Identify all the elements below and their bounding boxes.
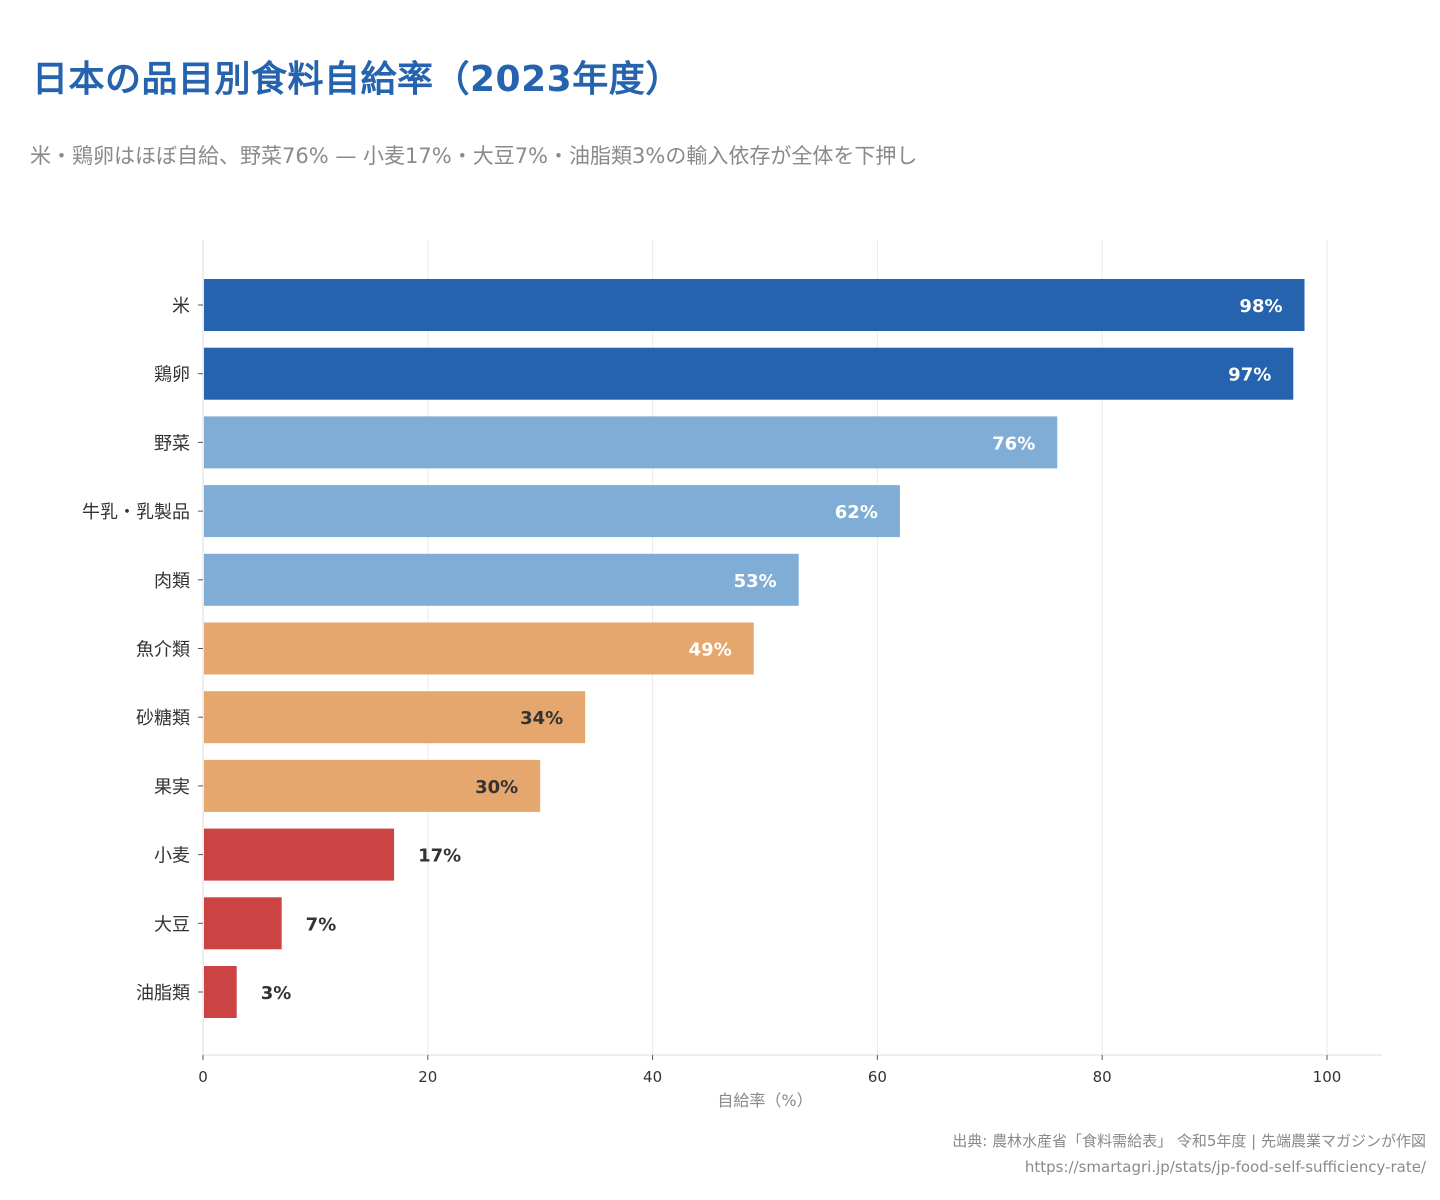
y-tick-label: 牛乳・乳製品 (82, 502, 190, 523)
data-label: 30% (475, 777, 518, 798)
source-line: 出典: 農林水産省「食料需給表」 令和5年度 | 先端農業マガジンが作図 (952, 1132, 1426, 1150)
data-label: 97% (1228, 365, 1271, 386)
x-tick-label: 60 (868, 1068, 887, 1086)
y-tick-label: 米 (172, 296, 190, 317)
data-label: 7% (306, 914, 337, 935)
bars: 98% 97% 76% 62% 53% 49% 34% 30% 17% 7% 3% (204, 279, 1305, 1018)
data-label: 3% (261, 983, 292, 1004)
x-tick-label: 100 (1313, 1068, 1342, 1086)
bar (204, 966, 237, 1018)
bar (204, 691, 586, 744)
x-tick-label: 80 (1093, 1068, 1112, 1086)
bar (204, 553, 799, 606)
x-axis-label: 自給率（%） (717, 1091, 812, 1110)
y-tick-label: 果実 (154, 777, 190, 798)
x-tick-label: 0 (198, 1068, 208, 1086)
data-label: 62% (835, 502, 878, 523)
bar (204, 622, 754, 675)
bar (204, 828, 395, 881)
x-tick-label: 20 (418, 1068, 437, 1086)
bar (204, 759, 541, 812)
y-tick-label: 魚介類 (136, 640, 190, 661)
y-tick-label: 野菜 (154, 433, 190, 454)
data-label: 49% (689, 640, 732, 661)
chart-title: 日本の品目別食料自給率（2023年度） (32, 59, 682, 100)
y-tick-label: 小麦 (154, 846, 190, 867)
y-tick-label: 砂糖類 (136, 708, 190, 729)
x-tick-label: 40 (643, 1068, 662, 1086)
data-label: 17% (418, 846, 461, 867)
y-tick-label: 鶏卵 (154, 365, 190, 386)
bar (204, 416, 1058, 469)
data-label: 76% (992, 433, 1035, 454)
y-tick-label: 大豆 (154, 914, 190, 935)
data-label: 53% (734, 571, 777, 592)
bar (204, 485, 900, 538)
bar (204, 897, 282, 950)
source-note: 出典: 農林水産省「食料需給表」 令和5年度 | 先端農業マガジンが作図 htt… (952, 1128, 1426, 1180)
bar (204, 279, 1305, 331)
y-tick-label: 肉類 (154, 571, 190, 592)
chart-subtitle: 米・鶏卵はほぼ自給、野菜76% — 小麦17%・大豆7%・油脂類3%の輸入依存が… (30, 144, 918, 168)
bar (204, 347, 1294, 400)
data-label: 34% (520, 708, 563, 729)
data-label: 98% (1239, 296, 1282, 317)
y-tick-label: 油脂類 (136, 983, 190, 1004)
source-url[interactable]: https://smartagri.jp/stats/jp-food-self-… (1024, 1158, 1426, 1176)
